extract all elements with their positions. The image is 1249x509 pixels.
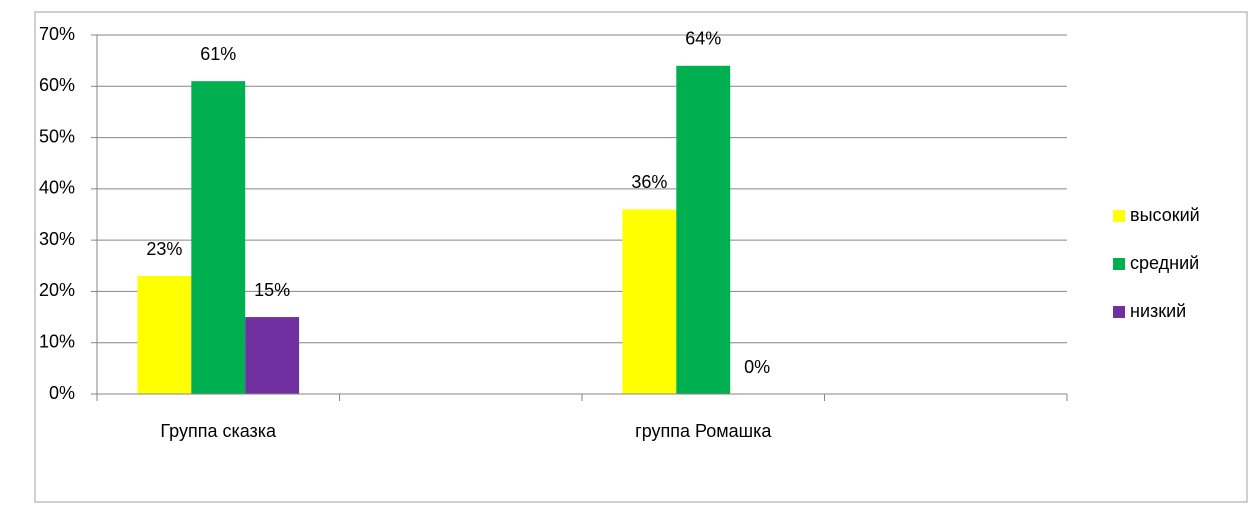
y-tick-label: 0% (49, 383, 75, 403)
legend-swatch (1113, 210, 1125, 222)
y-tick-label: 70% (39, 24, 75, 44)
data-label: 61% (200, 44, 236, 64)
bar (622, 209, 677, 394)
legend-swatch (1113, 258, 1125, 270)
y-tick-label: 10% (39, 331, 75, 351)
y-tick-label: 40% (39, 178, 75, 198)
legend-label: средний (1130, 253, 1199, 273)
data-label: 15% (254, 280, 290, 300)
data-label: 36% (631, 172, 667, 192)
data-label: 0% (744, 357, 770, 377)
x-tick-label: группа Ромашка (635, 421, 772, 441)
y-tick-label: 50% (39, 126, 75, 146)
legend-swatch (1113, 306, 1125, 318)
legend-label: высокий (1130, 205, 1200, 225)
y-tick-label: 30% (39, 229, 75, 249)
y-tick-label: 20% (39, 280, 75, 300)
legend-label: низкий (1130, 301, 1186, 321)
data-label: 64% (685, 29, 721, 49)
bar (191, 81, 246, 395)
bar (676, 65, 731, 395)
bar (137, 276, 192, 394)
data-label: 23% (146, 239, 182, 259)
x-tick-label: Группа сказка (160, 421, 277, 441)
y-tick-label: 60% (39, 75, 75, 95)
bar (245, 317, 300, 394)
